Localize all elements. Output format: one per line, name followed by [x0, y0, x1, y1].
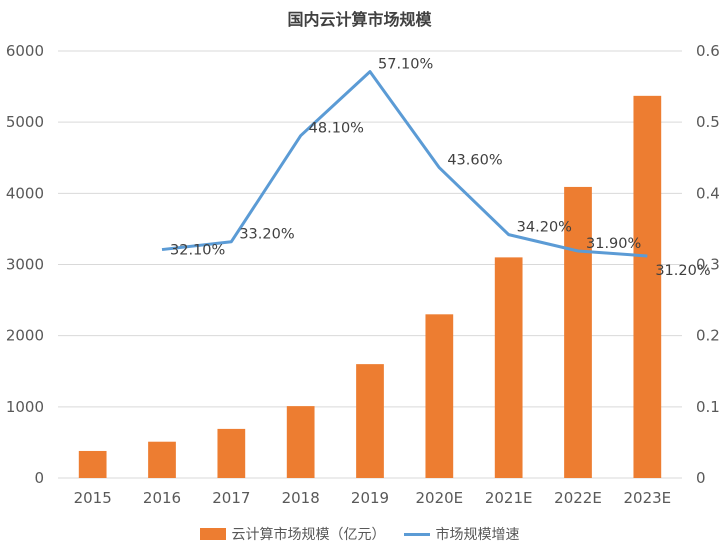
- y-right-tick-label: 0.1: [696, 398, 719, 416]
- x-tick-label: 2021E: [485, 489, 533, 507]
- growth-data-label: 34.20%: [517, 220, 572, 236]
- y-left-tick-label: 3000: [6, 256, 44, 274]
- x-tick-label: 2017: [212, 489, 250, 507]
- legend: 云计算市场规模（亿元） 市场规模增速: [0, 524, 719, 544]
- x-tick-label: 2023E: [624, 489, 672, 507]
- growth-data-label: 57.10%: [378, 57, 433, 73]
- y-left-tick-label: 0: [34, 469, 44, 487]
- y-right-tick-label: 0.4: [696, 184, 719, 202]
- x-tick-label: 2020E: [416, 489, 464, 507]
- y-right-tick-label: 0: [696, 469, 706, 487]
- bar: [78, 450, 107, 478]
- growth-data-label: 32.10%: [170, 243, 225, 259]
- x-tick-label: 2015: [74, 489, 112, 507]
- legend-label-bar: 云计算市场规模（亿元）: [231, 527, 386, 543]
- legend-label-line: 市场规模增速: [435, 527, 520, 543]
- legend-item-bar[interactable]: 云计算市场规模（亿元）: [199, 524, 386, 544]
- chart-title: 国内云计算市场规模: [287, 10, 432, 29]
- bar: [356, 364, 384, 478]
- growth-data-label: 48.10%: [309, 121, 364, 137]
- growth-data-label: 31.20%: [655, 263, 710, 279]
- bar: [425, 314, 454, 478]
- y-right-tick-label: 0.2: [696, 327, 719, 345]
- bar: [564, 186, 592, 478]
- y-left-tick-label: 6000: [6, 42, 44, 60]
- growth-data-label: 33.20%: [239, 227, 294, 243]
- growth-line: [161, 70, 648, 258]
- y-left-tick-label: 2000: [6, 327, 44, 345]
- bar: [286, 406, 315, 478]
- y-right-tick-label: 0.3: [696, 256, 719, 274]
- x-tick-label: 2019: [351, 489, 389, 507]
- x-tick-label: 2018: [282, 489, 320, 507]
- bar: [633, 95, 662, 479]
- legend-swatch-bar: [199, 528, 226, 540]
- y-left-tick-label: 1000: [6, 398, 44, 416]
- x-tick-label: 2022E: [554, 489, 602, 507]
- bar: [148, 441, 176, 478]
- bar: [494, 257, 523, 478]
- x-tick-label: 2016: [143, 489, 181, 507]
- growth-data-label: 31.90%: [586, 236, 641, 252]
- y-left-tick-label: 4000: [6, 184, 44, 202]
- legend-swatch-line: [403, 532, 430, 536]
- bar: [217, 428, 246, 478]
- legend-item-line[interactable]: 市场规模增速: [403, 524, 520, 544]
- y-left-tick-label: 5000: [6, 113, 44, 131]
- y-right-tick-label: 0.5: [696, 113, 719, 131]
- growth-data-label: 43.60%: [447, 153, 502, 169]
- y-right-tick-label: 0.6: [696, 42, 719, 60]
